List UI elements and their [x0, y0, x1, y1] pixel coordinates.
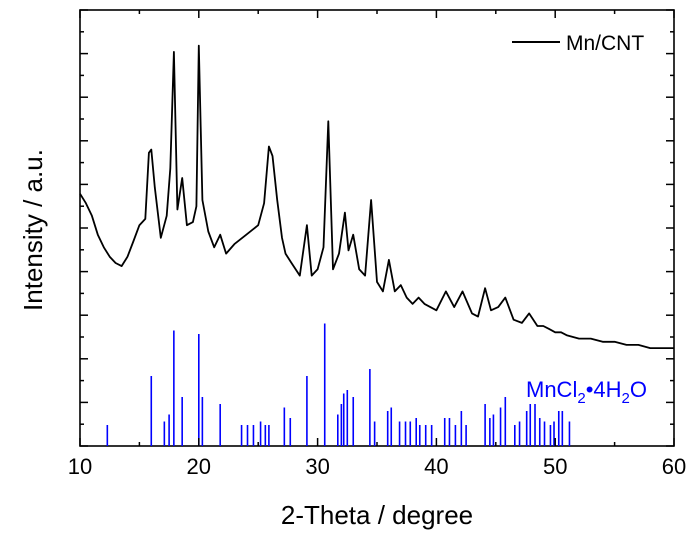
- x-tick-labels: 10 20 30 40 50 60: [68, 454, 686, 479]
- x-tick-label: 50: [543, 454, 567, 479]
- plot-frame: [79, 9, 675, 447]
- x-tick-label: 10: [68, 454, 92, 479]
- x-axis-label: 2-Theta / degree: [281, 500, 473, 530]
- legend: Mn/CNT: [512, 32, 644, 55]
- x-tick-label: 60: [662, 454, 686, 479]
- x-tick-label: 40: [424, 454, 448, 479]
- series-layer: [79, 44, 674, 349]
- y-ticks: [80, 9, 674, 447]
- x-tick-label: 20: [187, 454, 211, 479]
- y-axis-label: Intensity / a.u.: [18, 149, 48, 311]
- reference-peaks: [106, 323, 571, 446]
- reference-label: MnCl2•4H2O: [526, 377, 647, 407]
- x-ticks: [79, 10, 675, 446]
- series-line-mn-cnt: [79, 44, 674, 349]
- x-tick-label: 30: [305, 454, 329, 479]
- legend-label: Mn/CNT: [566, 32, 644, 55]
